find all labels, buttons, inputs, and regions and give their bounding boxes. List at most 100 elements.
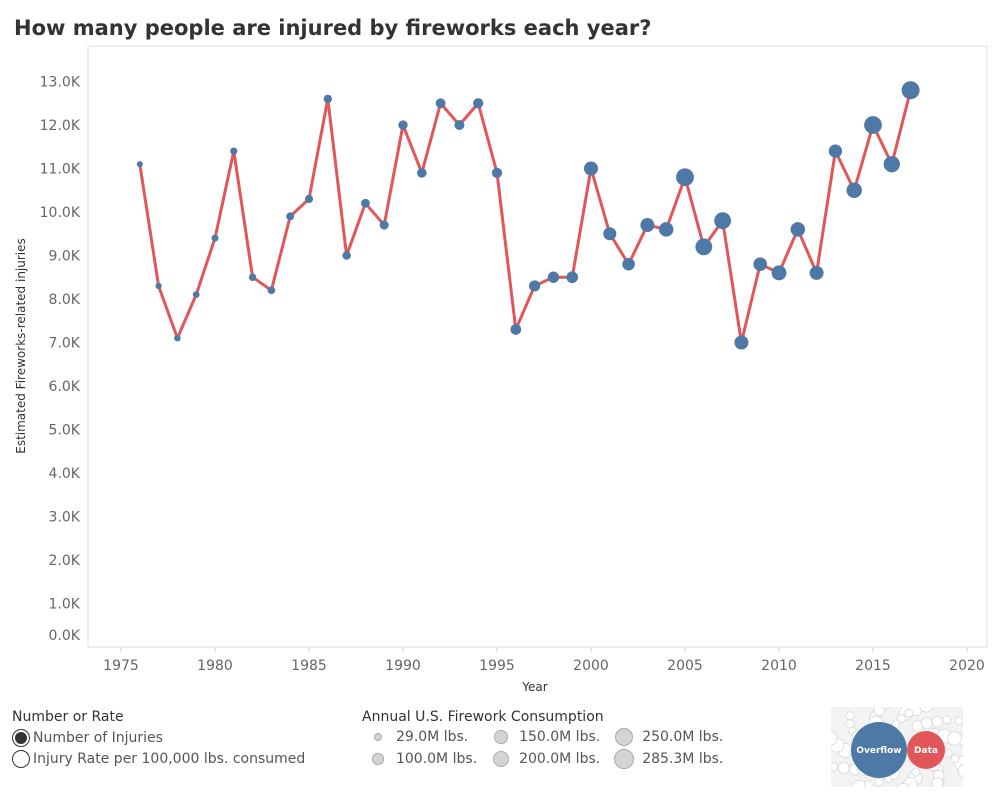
logo-word-overflow: Overflow xyxy=(856,746,901,756)
plot-area xyxy=(87,45,988,648)
radio-selected-icon[interactable] xyxy=(12,728,30,747)
data-point-1987[interactable] xyxy=(342,251,351,260)
size-legend-label: 250.0M lbs. xyxy=(642,729,724,745)
size-circle-icon xyxy=(494,730,508,744)
size-legend-item: 285.3M lbs. xyxy=(614,749,723,769)
data-point-1978[interactable] xyxy=(174,334,181,342)
y-tick-label: 5.0K xyxy=(49,423,81,439)
y-tick-label: 6.0K xyxy=(49,379,81,395)
data-point-2012[interactable] xyxy=(809,265,824,280)
x-tick-label: 1995 xyxy=(479,658,515,674)
logo-word-data: Data xyxy=(914,746,938,756)
x-tick-label: 2005 xyxy=(667,658,703,674)
y-tick-label: 13.0K xyxy=(40,75,81,91)
radio-number-of-injuries[interactable]: Number of Injuries xyxy=(12,727,305,748)
series-line xyxy=(138,89,913,344)
size-legend-label: 29.0M lbs. xyxy=(396,729,469,745)
chart: 1975 1980 1985 1990 1995 2000 2005 2010 2015 2020… xyxy=(14,45,988,694)
y-tick-label: 0.0K xyxy=(49,628,81,644)
data-point-2011[interactable] xyxy=(790,222,806,237)
x-tick-label: 2000 xyxy=(573,658,609,674)
data-point-1981[interactable] xyxy=(230,147,238,155)
data-point-2007[interactable] xyxy=(714,212,732,230)
data-point-1989[interactable] xyxy=(379,220,389,230)
size-circle-icon xyxy=(374,733,382,741)
size-circle-icon xyxy=(372,753,384,765)
number-or-rate-legend: Number or Rate Number of Injuries Injury… xyxy=(12,709,305,769)
data-point-1992[interactable] xyxy=(435,98,446,109)
data-point-1979[interactable] xyxy=(192,291,200,299)
data-point-1998[interactable] xyxy=(547,271,560,283)
data-point-1982[interactable] xyxy=(248,273,257,281)
x-tick-label: 1980 xyxy=(197,658,233,674)
size-legend-label: 285.3M lbs. xyxy=(642,751,724,767)
x-tick-label: 2020 xyxy=(949,658,985,674)
size-legend-item: 150.0M lbs. xyxy=(491,727,600,747)
y-tick-label: 8.0K xyxy=(49,292,81,308)
size-legend-item: 250.0M lbs. xyxy=(614,727,723,747)
size-circle-icon xyxy=(614,749,635,769)
data-point-1988[interactable] xyxy=(360,198,370,208)
y-tick-label: 3.0K xyxy=(49,510,81,526)
data-point-2004[interactable] xyxy=(658,222,674,237)
data-point-2015[interactable] xyxy=(864,116,882,134)
y-tick-label: 7.0K xyxy=(49,336,81,352)
y-tick-label: 11.0K xyxy=(40,162,81,178)
radio-injury-rate[interactable]: Injury Rate per 100,000 lbs. consumed xyxy=(12,748,305,769)
y-tick-label: 10.0K xyxy=(40,205,81,221)
data-point-2017[interactable] xyxy=(901,81,920,100)
data-point-1991[interactable] xyxy=(417,168,427,178)
data-point-1986[interactable] xyxy=(323,94,332,104)
data-point-2001[interactable] xyxy=(603,227,617,241)
radio-label: Number of Injuries xyxy=(33,729,163,746)
data-point-2016[interactable] xyxy=(883,155,900,173)
data-point-2008[interactable] xyxy=(734,335,749,350)
data-point-1983[interactable] xyxy=(267,286,276,295)
data-point-2006[interactable] xyxy=(695,238,713,256)
size-legend-item: 100.0M lbs. xyxy=(368,749,477,769)
size-legend-label: 150.0M lbs. xyxy=(519,729,601,745)
x-axis-label: Year xyxy=(521,680,547,694)
y-tick-label: 4.0K xyxy=(49,466,81,482)
x-tick-label: 2015 xyxy=(855,658,891,674)
size-legend: Annual U.S. Firework Consumption 29.0M l… xyxy=(362,709,723,769)
data-point-2005[interactable] xyxy=(676,168,694,187)
size-legend-item: 29.0M lbs. xyxy=(368,727,477,747)
overflow-data-logo: Overflow Data xyxy=(831,707,963,787)
radio-label: Injury Rate per 100,000 lbs. consumed xyxy=(33,750,306,767)
data-point-1976[interactable] xyxy=(136,161,143,168)
legend-title: Number or Rate xyxy=(12,709,124,725)
legend-title: Annual U.S. Firework Consumption xyxy=(362,709,604,725)
y-tick-label: 9.0K xyxy=(49,249,81,265)
data-point-2000[interactable] xyxy=(583,161,599,176)
data-point-2002[interactable] xyxy=(622,257,635,271)
y-tick-label: 12.0K xyxy=(40,118,81,134)
data-point-1985[interactable] xyxy=(304,194,314,204)
data-point-1997[interactable] xyxy=(529,280,541,292)
x-tick-label: 1985 xyxy=(291,658,327,674)
size-circle-icon xyxy=(493,751,510,767)
x-tick-label: 1975 xyxy=(103,658,139,674)
data-point-2009[interactable] xyxy=(753,257,767,271)
radio-unselected-icon[interactable] xyxy=(12,749,30,768)
data-point-1995[interactable] xyxy=(491,167,503,178)
data-point-2010[interactable] xyxy=(771,265,787,281)
data-point-2014[interactable] xyxy=(846,182,862,198)
data-point-1990[interactable] xyxy=(398,120,408,130)
data-point-1994[interactable] xyxy=(473,98,484,109)
data-point-1977[interactable] xyxy=(155,282,162,290)
chart-title: How many people are injured by fireworks… xyxy=(14,16,652,40)
data-point-1996[interactable] xyxy=(510,324,522,335)
y-tick-label: 2.0K xyxy=(49,553,81,569)
data-point-1980[interactable] xyxy=(211,234,219,242)
data-point-1993[interactable] xyxy=(454,119,465,131)
data-point-1999[interactable] xyxy=(566,271,579,284)
data-point-1984[interactable] xyxy=(286,212,295,221)
data-point-2003[interactable] xyxy=(640,218,655,233)
data-point-2013[interactable] xyxy=(828,144,843,158)
y-tick-label: 1.0K xyxy=(49,597,81,613)
size-circle-icon xyxy=(615,727,634,747)
x-tick-label: 2010 xyxy=(761,658,797,674)
y-axis-label: Estimated Fireworks-related injuries xyxy=(14,238,28,454)
x-tick-label: 1990 xyxy=(385,658,421,674)
